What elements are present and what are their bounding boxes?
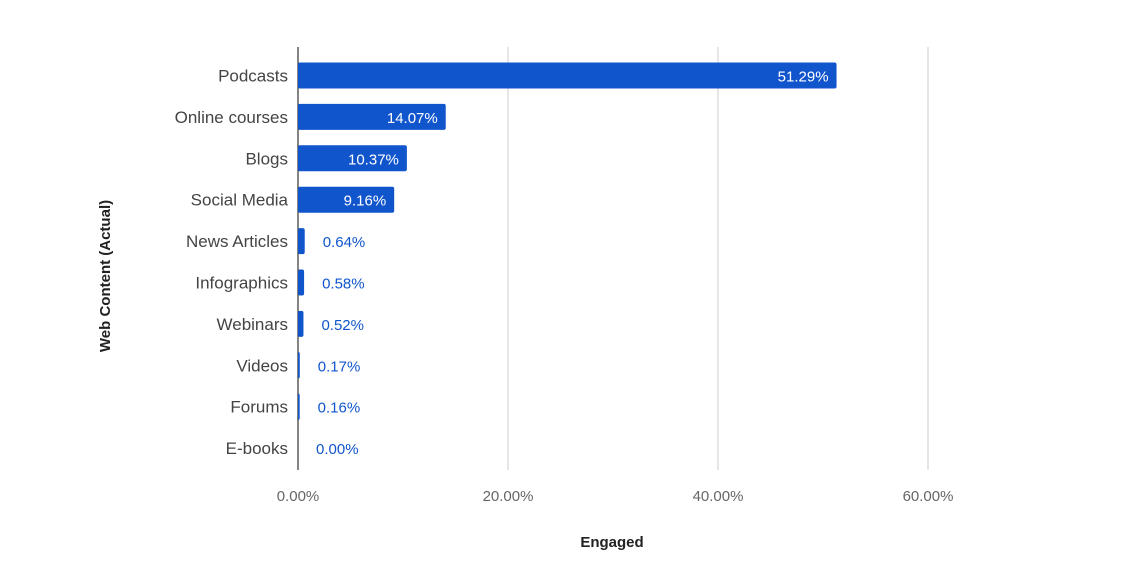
bars — [298, 62, 837, 420]
data-labels: 51.29% 14.07% 10.37% 9.16% 0.64% 0.58% 0.52% 0.… — [316, 69, 829, 459]
bar — [298, 393, 300, 420]
category-label: Online courses — [175, 108, 288, 127]
category-labels: Podcasts Online courses Blogs Social Media N… — [175, 67, 289, 459]
x-tick-label: 0.00% — [277, 488, 320, 505]
category-label: Social Media — [191, 191, 289, 210]
bar — [298, 352, 300, 379]
x-axis-title: Engaged — [580, 534, 643, 551]
data-label: 0.58% — [322, 276, 365, 293]
data-label: 51.29% — [778, 69, 829, 86]
x-tick-labels: 0.00% 20.00% 40.00% 60.00% — [277, 488, 954, 505]
data-label: 0.00% — [316, 441, 359, 458]
category-label: Podcasts — [218, 67, 288, 86]
x-tick-label: 40.00% — [693, 488, 744, 505]
x-tick-label: 20.00% — [483, 488, 534, 505]
category-label: Webinars — [217, 315, 289, 334]
data-label: 10.37% — [348, 151, 399, 168]
data-label: 0.16% — [318, 400, 361, 417]
bar — [298, 103, 446, 130]
bar — [298, 186, 395, 213]
data-label: 9.16% — [344, 193, 387, 210]
category-label: Forums — [230, 398, 288, 417]
data-label: 0.52% — [321, 317, 364, 334]
category-label: News Articles — [186, 232, 288, 251]
bar — [298, 310, 304, 337]
bar — [298, 269, 305, 296]
data-label: 14.07% — [387, 110, 438, 127]
x-tick-label: 60.00% — [903, 488, 954, 505]
category-label: E-books — [226, 439, 288, 458]
y-axis-title: Web Content (Actual) — [97, 200, 114, 352]
bar — [298, 145, 407, 172]
category-label: Videos — [236, 356, 288, 375]
category-label: Blogs — [245, 149, 288, 168]
category-label: Infographics — [195, 274, 288, 293]
data-label: 0.64% — [323, 234, 366, 251]
data-label: 0.17% — [318, 358, 361, 375]
bar — [298, 62, 837, 89]
bar — [298, 228, 305, 255]
